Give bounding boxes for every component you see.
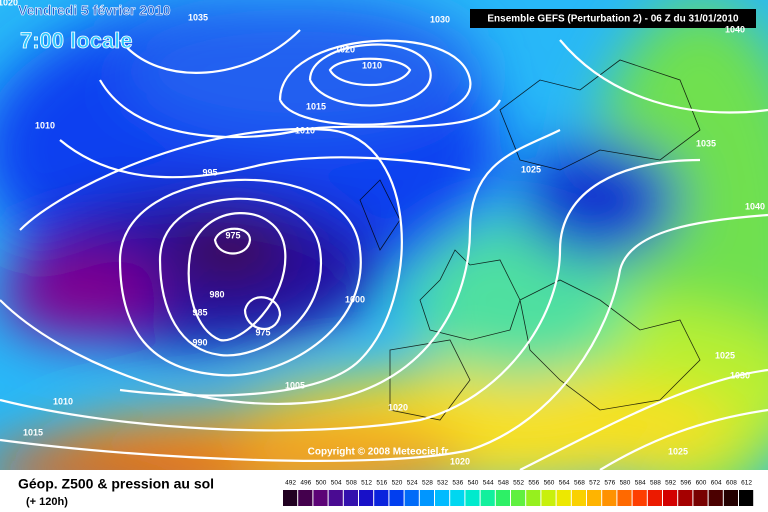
date-label: Vendredi 5 février 2010 bbox=[18, 2, 171, 18]
isobar-label: 1010 bbox=[362, 60, 382, 70]
legend-swatch bbox=[298, 490, 313, 506]
isobar-label: 1010 bbox=[295, 125, 315, 135]
legend-swatch bbox=[359, 490, 374, 506]
legend-swatch bbox=[404, 490, 419, 506]
isobar-label: 995 bbox=[202, 167, 217, 177]
isobar-label: 1035 bbox=[188, 12, 208, 22]
legend-value: 516 bbox=[376, 480, 387, 487]
isobar-label: 1000 bbox=[345, 294, 365, 304]
legend-value: 544 bbox=[483, 480, 494, 487]
isobar-label: 985 bbox=[192, 307, 207, 317]
legend-value: 500 bbox=[316, 480, 327, 487]
legend-value: 548 bbox=[498, 480, 509, 487]
legend-swatch bbox=[465, 490, 480, 506]
isobar-label: 1010 bbox=[53, 396, 73, 406]
footer-lead: (+ 120h) bbox=[26, 496, 68, 508]
legend-swatch bbox=[435, 490, 450, 506]
legend-value: 496 bbox=[300, 480, 311, 487]
isobar-label: 1015 bbox=[23, 427, 43, 437]
model-box bbox=[470, 9, 756, 28]
legend-value: 580 bbox=[620, 480, 631, 487]
legend-value: 528 bbox=[422, 480, 433, 487]
legend-value: 608 bbox=[726, 480, 737, 487]
legend-value: 524 bbox=[407, 480, 418, 487]
isobar-label: 1010 bbox=[35, 120, 55, 130]
isobar-label: 1030 bbox=[730, 370, 750, 380]
legend-value: 540 bbox=[468, 480, 479, 487]
isobar-label: 1015 bbox=[306, 101, 326, 111]
legend-swatch bbox=[328, 490, 343, 506]
legend-swatch bbox=[389, 490, 404, 506]
legend-value: 572 bbox=[589, 480, 600, 487]
legend-value: 532 bbox=[437, 480, 448, 487]
legend-swatch bbox=[313, 490, 328, 506]
legend-value: 588 bbox=[650, 480, 661, 487]
legend-swatch bbox=[511, 490, 526, 506]
legend-swatch bbox=[617, 490, 632, 506]
legend-value: 568 bbox=[574, 480, 585, 487]
legend-swatch bbox=[693, 490, 708, 506]
legend-swatch bbox=[708, 490, 723, 506]
legend-value: 592 bbox=[665, 480, 676, 487]
legend-swatch bbox=[647, 490, 662, 506]
legend-swatch bbox=[602, 490, 617, 506]
legend-value: 492 bbox=[285, 480, 296, 487]
footer-title: Géop. Z500 & pression au sol bbox=[18, 476, 214, 492]
legend-value: 556 bbox=[528, 480, 539, 487]
legend-swatch bbox=[450, 490, 465, 506]
legend-swatch bbox=[541, 490, 556, 506]
isobar-label: 990 bbox=[192, 337, 207, 347]
isobar-label: 1040 bbox=[745, 201, 765, 211]
isobar-label: 1020 bbox=[388, 402, 408, 412]
isobar-label: 975 bbox=[255, 327, 270, 337]
legend-swatch bbox=[419, 490, 434, 506]
isobar-label: 1025 bbox=[715, 350, 735, 360]
legend-swatch bbox=[632, 490, 647, 506]
legend-swatch bbox=[556, 490, 571, 506]
legend-value: 604 bbox=[711, 480, 722, 487]
legend-value: 552 bbox=[513, 480, 524, 487]
legend-value: 508 bbox=[346, 480, 357, 487]
isobar-label: 1035 bbox=[696, 138, 716, 148]
legend-swatch bbox=[587, 490, 602, 506]
isobar-label: 1025 bbox=[668, 446, 688, 456]
legend-swatch bbox=[723, 490, 738, 506]
legend-value: 504 bbox=[331, 480, 342, 487]
legend-value: 564 bbox=[559, 480, 570, 487]
isobar-label: 1020 bbox=[335, 44, 355, 54]
legend-value: 576 bbox=[604, 480, 615, 487]
legend-value: 560 bbox=[544, 480, 555, 487]
legend-swatch bbox=[678, 490, 693, 506]
legend-swatch bbox=[480, 490, 495, 506]
isobar-label: 1020 bbox=[0, 0, 18, 7]
isobar-label: 975 bbox=[225, 230, 240, 240]
legend-swatch bbox=[526, 490, 541, 506]
legend-swatch bbox=[663, 490, 678, 506]
legend-value: 512 bbox=[361, 480, 372, 487]
isobar-label: 1025 bbox=[521, 164, 541, 174]
legend-swatch bbox=[739, 490, 754, 506]
legend-swatch bbox=[343, 490, 358, 506]
model-label: Ensemble GEFS (Perturbation 2) - 06 Z du… bbox=[487, 14, 739, 25]
legend-swatch bbox=[374, 490, 389, 506]
legend-value: 596 bbox=[680, 480, 691, 487]
isobar-label: 1040 bbox=[725, 24, 745, 34]
time-label: 7:00 locale bbox=[20, 28, 133, 53]
isobar-label: 980 bbox=[209, 289, 224, 299]
legend-value: 520 bbox=[392, 480, 403, 487]
legend-swatch bbox=[571, 490, 586, 506]
legend-value: 600 bbox=[696, 480, 707, 487]
legend-swatch bbox=[283, 490, 298, 506]
legend-value: 584 bbox=[635, 480, 646, 487]
legend-value: 536 bbox=[452, 480, 463, 487]
legend-value: 612 bbox=[741, 480, 752, 487]
legend-swatch bbox=[495, 490, 510, 506]
isobar-label: 1030 bbox=[430, 14, 450, 24]
copyright: Copyright © 2008 Meteociel.fr bbox=[308, 447, 449, 458]
isobar-label: 1005 bbox=[285, 380, 305, 390]
isobar-label: 1020 bbox=[450, 456, 470, 466]
